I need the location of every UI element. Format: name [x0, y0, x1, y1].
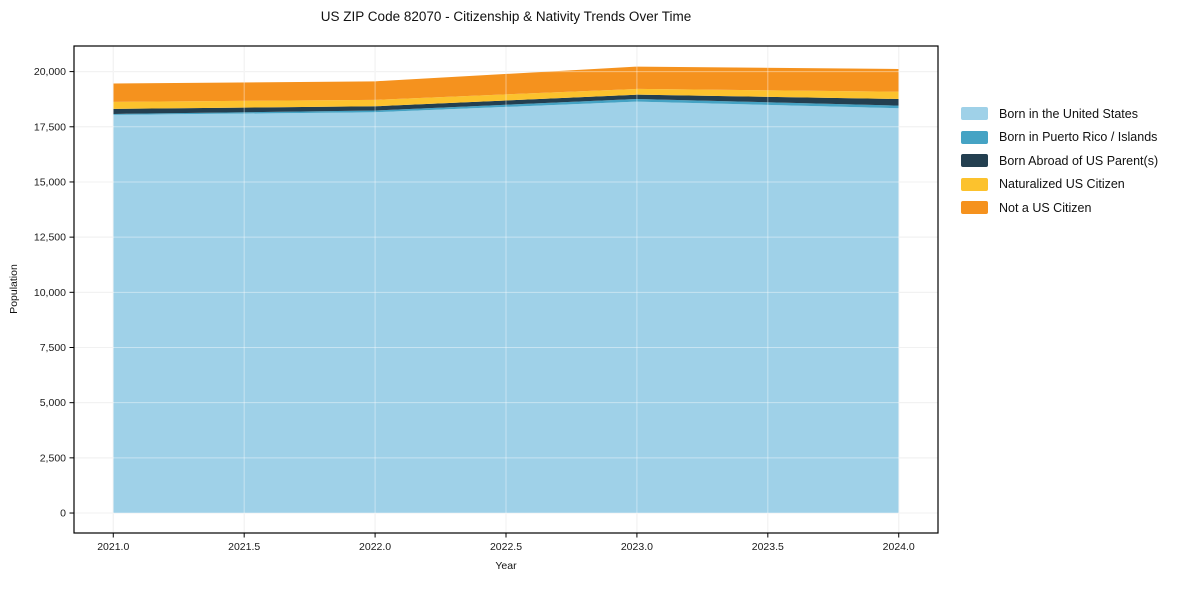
y-tick-label: 7,500: [40, 342, 66, 354]
x-tick-label: 2021.0: [97, 541, 129, 553]
legend-item-not-a-us-citizen: Not a US Citizen: [961, 196, 1158, 220]
legend-swatch-icon: [961, 201, 988, 215]
area-born-abroad-of-us-parent-s: [113, 94, 899, 114]
x-tick-label: 2022.5: [490, 541, 522, 553]
legend-item-born-in-the-united-states: Born in the United States: [961, 102, 1158, 126]
legend-label: Naturalized US Citizen: [999, 177, 1125, 192]
legend-item-born-abroad-of-us-parent-s: Born Abroad of US Parent(s): [961, 149, 1158, 173]
area-born-in-the-united-states: [113, 101, 899, 514]
chart-title: US ZIP Code 82070 - Citizenship & Nativi…: [320, 9, 692, 24]
y-tick-label: 12,500: [34, 232, 66, 244]
x-tick-label: 2023.0: [621, 541, 653, 553]
x-axis-label: Year: [495, 560, 517, 572]
legend-swatch-icon: [961, 107, 988, 121]
y-tick-label: 2,500: [40, 452, 66, 464]
legend-swatch-icon: [961, 177, 988, 191]
legend-swatch-icon: [961, 154, 988, 168]
y-tick-label: 0: [60, 508, 66, 520]
area-not-a-us-citizen: [113, 66, 899, 102]
x-tick-label: 2022.0: [359, 541, 391, 553]
legend-label: Born in the United States: [999, 106, 1138, 121]
legend-swatch-icon: [961, 130, 988, 144]
x-tick-label: 2024.0: [883, 541, 915, 553]
legend: Born in the United States Born in Puerto …: [961, 102, 1158, 220]
y-tick-label: 20,000: [34, 66, 66, 78]
legend-item-naturalized-us-citizen: Naturalized US Citizen: [961, 173, 1158, 197]
y-tick-label: 5,000: [40, 397, 66, 409]
x-tick-label: 2023.5: [752, 541, 784, 553]
x-tick-label: 2021.5: [228, 541, 260, 553]
area-born-in-puerto-rico-islands: [113, 98, 899, 115]
legend-item-born-in-puerto-rico-islands: Born in Puerto Rico / Islands: [961, 126, 1158, 150]
legend-label: Born Abroad of US Parent(s): [999, 153, 1159, 168]
y-tick-label: 15,000: [34, 176, 66, 188]
legend-label: Born in Puerto Rico / Islands: [999, 130, 1158, 145]
y-tick-label: 17,500: [34, 121, 66, 133]
area-naturalized-us-citizen: [113, 88, 899, 109]
legend-label: Not a US Citizen: [999, 200, 1092, 215]
y-tick-label: 10,000: [34, 287, 66, 299]
